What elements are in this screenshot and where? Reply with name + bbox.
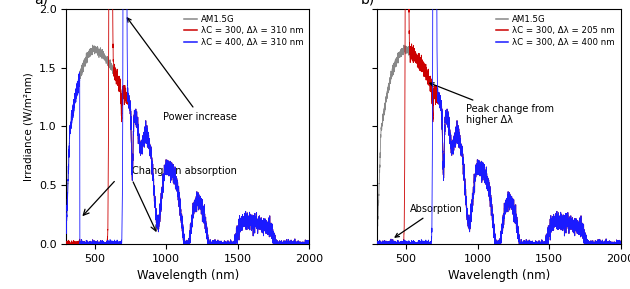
Text: Change in absorption: Change in absorption xyxy=(132,166,237,176)
X-axis label: Wavelength (nm): Wavelength (nm) xyxy=(448,269,550,282)
Legend: AM1.5G, λC = 300, Δλ = 205 nm, λC = 300, Δλ = 400 nm: AM1.5G, λC = 300, Δλ = 205 nm, λC = 300,… xyxy=(492,11,618,50)
Legend: AM1.5G, λC = 300, Δλ = 310 nm, λC = 400, Δλ = 310 nm: AM1.5G, λC = 300, Δλ = 310 nm, λC = 400,… xyxy=(181,11,307,50)
Text: b): b) xyxy=(360,0,375,6)
Text: Absorption: Absorption xyxy=(395,204,463,237)
Text: Power increase: Power increase xyxy=(127,18,238,122)
X-axis label: Wavelength (nm): Wavelength (nm) xyxy=(137,269,239,282)
Y-axis label: Irradiance (W/m²nm): Irradiance (W/m²nm) xyxy=(23,72,33,181)
Text: a): a) xyxy=(35,0,49,6)
Text: Peak change from
higher Δλ: Peak change from higher Δλ xyxy=(430,83,554,125)
